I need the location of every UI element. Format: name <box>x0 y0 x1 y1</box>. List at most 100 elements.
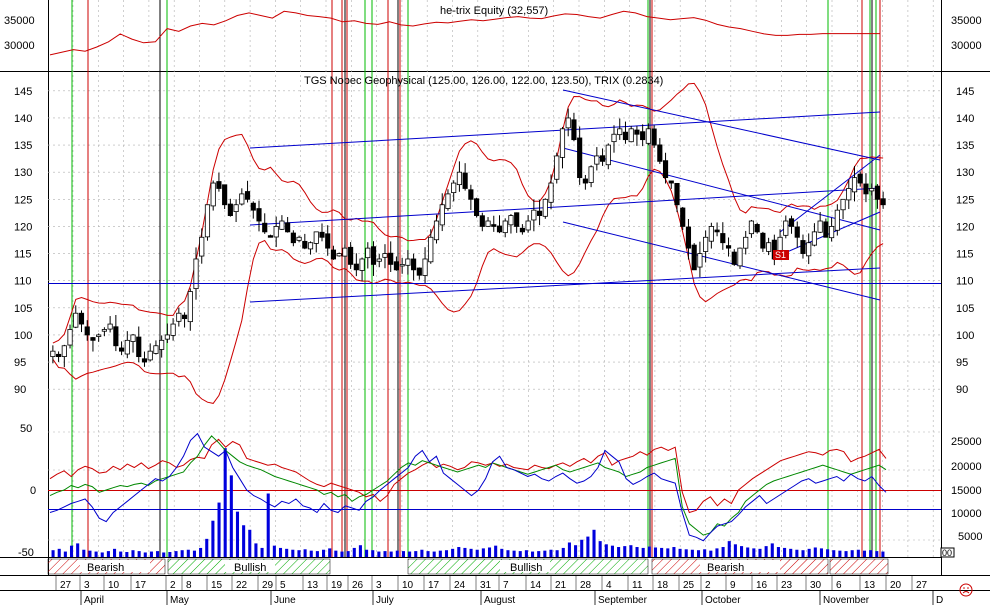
volume-bar <box>426 551 430 557</box>
candle-body <box>50 350 56 358</box>
volume-bar <box>395 550 399 557</box>
grid-lines <box>48 0 941 557</box>
price-axis: 145 145 140 140 135 135 130 130 125 125 120 120 115 1… <box>14 86 974 396</box>
volume-bar <box>660 547 664 557</box>
date-tick-label: 4 <box>606 580 612 591</box>
volume-bar <box>727 541 731 557</box>
date-tick-label: 17 <box>428 580 440 591</box>
volume-bar <box>340 551 344 557</box>
candle-body <box>267 235 274 238</box>
date-tick-label: 8 <box>186 580 192 591</box>
price-tick-left: 100 <box>14 330 32 342</box>
volume-bar <box>531 551 535 557</box>
date-tick-label: 3 <box>84 580 90 591</box>
volume-bar <box>475 549 479 557</box>
candle-body <box>376 258 382 262</box>
sell-marker: S1 <box>773 250 789 260</box>
volume-bar <box>801 550 805 557</box>
oscillator-green-line <box>49 435 887 536</box>
candle-body <box>159 339 165 350</box>
volume-bar <box>322 549 326 557</box>
candle-body <box>788 218 795 227</box>
candle-body <box>708 226 714 242</box>
price-tick-left: 130 <box>14 167 32 179</box>
candle-body <box>302 240 308 249</box>
date-tick-label: 7 <box>503 580 509 591</box>
candle-body <box>502 220 508 234</box>
volume-bar <box>709 550 713 557</box>
volume-bar <box>174 551 178 557</box>
equity-panel: he-trix Equity (32,557) 35000 30000 3500… <box>4 5 982 56</box>
volume-bar <box>156 551 160 557</box>
candle-body <box>554 155 560 180</box>
volume-bar <box>715 548 719 557</box>
volume-bar <box>850 550 854 557</box>
volume-bar <box>678 548 682 557</box>
volume-bar <box>94 551 98 557</box>
candle-body <box>725 245 732 249</box>
candle-body <box>147 350 153 361</box>
candle-body <box>382 253 388 258</box>
price-tick-right: 110 <box>956 276 974 288</box>
volume-bar <box>635 547 639 557</box>
volume-bar <box>82 549 86 557</box>
candle-body <box>216 181 222 189</box>
month-label: D <box>936 595 943 605</box>
candle-body <box>313 231 319 244</box>
month-label: September <box>598 595 648 605</box>
candle-body <box>571 119 577 141</box>
volume-bar <box>100 552 104 557</box>
volume-bar <box>444 550 449 557</box>
candle-body <box>73 312 79 328</box>
candle-body <box>67 329 73 346</box>
price-tick-right: 100 <box>956 330 974 342</box>
volume-bar <box>242 525 246 557</box>
volume-bar <box>783 547 787 557</box>
month-label: July <box>376 595 394 605</box>
volume-bar <box>162 552 166 557</box>
price-tick-right: 130 <box>956 167 974 179</box>
month-label: May <box>170 595 189 605</box>
candle-body <box>766 242 772 252</box>
candle-body <box>783 220 789 236</box>
month-label: October <box>705 595 741 605</box>
volume-bar <box>408 551 412 557</box>
price-tick-left: 90 <box>14 384 26 396</box>
volume-bar <box>414 551 418 557</box>
date-tick-label: 6 <box>836 580 842 591</box>
candle-body <box>834 209 840 231</box>
volume-bar <box>506 550 510 557</box>
trend-line <box>562 221 881 301</box>
volume-bar <box>881 551 885 557</box>
candle-body <box>829 226 835 239</box>
candle-body <box>399 264 405 267</box>
candle-body <box>748 220 755 235</box>
candle-body <box>422 258 428 276</box>
candle-body <box>307 242 314 250</box>
volume-bar <box>770 543 774 557</box>
candle-body <box>611 133 617 143</box>
volume-bar <box>51 550 55 557</box>
candle-body <box>657 144 663 162</box>
month-label: August <box>484 595 515 605</box>
candlestick-series <box>50 108 886 368</box>
volume-bar <box>721 547 725 557</box>
price-tick-right: 135 <box>956 140 974 152</box>
volume-bar <box>260 547 264 557</box>
equity-title: he-trix Equity (32,557) <box>440 5 548 17</box>
volume-bar <box>617 547 621 557</box>
volume-bar <box>641 547 645 557</box>
candle-body <box>416 267 422 276</box>
candle-body <box>451 182 457 194</box>
candle-body <box>222 184 228 206</box>
volume-bar <box>875 551 879 557</box>
candle-body <box>485 220 491 227</box>
trend-line <box>249 187 881 226</box>
volume-bar <box>334 550 338 557</box>
candle-body <box>622 131 629 141</box>
price-tick-left: 140 <box>14 113 32 125</box>
volume-bar <box>186 549 190 557</box>
equity-line <box>49 10 880 56</box>
candle-body <box>118 347 125 352</box>
volume-bar <box>438 550 442 557</box>
